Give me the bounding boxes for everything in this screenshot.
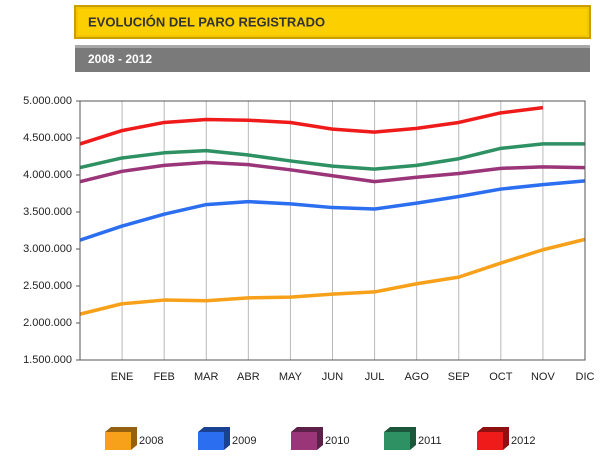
x-tick-label: JUL [365, 371, 385, 383]
plot-area [79, 101, 586, 360]
legend-swatch [384, 432, 410, 450]
series-line [79, 105, 544, 146]
x-tick-label: AGO [404, 371, 429, 383]
x-tick-label: DIC [576, 371, 595, 383]
x-tick-label: OCT [489, 371, 513, 383]
plot-border [79, 100, 586, 361]
x-tick-label: MAY [279, 371, 303, 383]
legend-label: 2008 [139, 435, 163, 447]
series-line [79, 237, 586, 316]
x-tick-label: SEP [448, 371, 470, 383]
legend-label: 2012 [511, 435, 535, 447]
x-tick-label: MAR [194, 371, 219, 383]
legend-label: 2010 [325, 435, 349, 447]
y-tick-label: 2.000.000 [23, 317, 72, 329]
legend-swatch [198, 432, 224, 450]
series-line [79, 142, 585, 171]
y-tick-label: 5.000.000 [23, 95, 72, 107]
y-tick-label: 3.000.000 [23, 243, 72, 255]
y-tick-label: 1.500.000 [23, 354, 72, 366]
legend-label: 2011 [418, 435, 442, 447]
x-tick-label: FEB [153, 371, 174, 383]
x-tick-label: JUN [322, 371, 343, 383]
chart-subtitle: 2008 - 2012 [88, 52, 152, 66]
legend-swatch [105, 432, 131, 450]
y-tick-label: 4.000.000 [23, 169, 72, 181]
y-tick-label: 2.500.000 [23, 280, 72, 292]
legend-swatch [477, 432, 503, 450]
y-tick-label: 4.500.000 [23, 132, 72, 144]
chart-title: EVOLUCIÓN DEL PARO REGISTRADO [88, 14, 325, 29]
title-bar-inner [78, 9, 587, 35]
legend-label: 2009 [232, 435, 256, 447]
subtitle-bar-top [75, 45, 590, 48]
legend-swatch [291, 432, 317, 450]
y-tick-label: 3.500.000 [23, 206, 72, 218]
x-tick-label: ENE [111, 371, 134, 383]
x-tick-label: ABR [237, 371, 260, 383]
x-tick-label: NOV [531, 371, 556, 383]
series-line [79, 179, 586, 242]
subtitle-bar [75, 45, 590, 72]
series-line [79, 160, 586, 184]
